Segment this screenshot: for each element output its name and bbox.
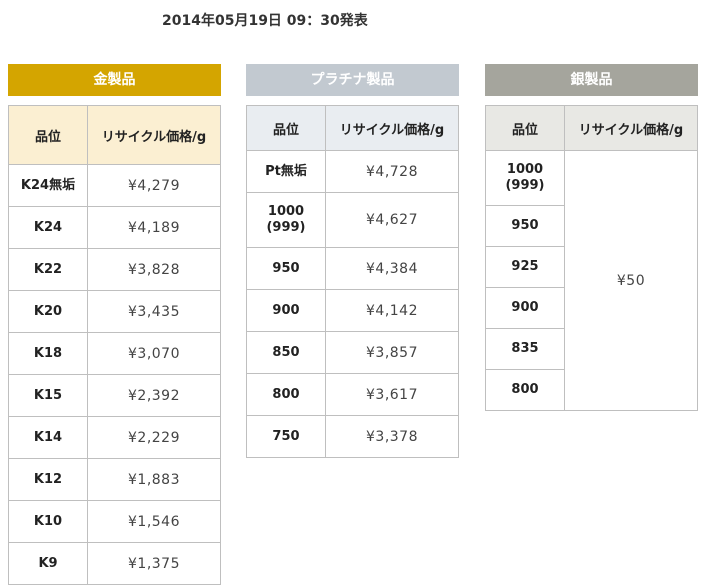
silver-grade-cell: 800 — [485, 369, 565, 411]
platinum-table-row: 800 ¥3,617 — [246, 373, 459, 416]
silver-price-column-header: リサイクル価格/g — [564, 105, 698, 151]
platinum-table-header-row: 品位 リサイクル価格/g — [246, 105, 459, 151]
gold-price-table: 品位 リサイクル価格/g K24無垢 ¥4,279 K24 ¥4,189 K22 ¥3,8… — [8, 105, 221, 585]
gold-price-cell: ¥2,392 — [87, 374, 221, 417]
gold-price-cell: ¥3,828 — [87, 248, 221, 291]
silver-grade-cell: 925 — [485, 246, 565, 288]
gold-grade-cell: K12 — [8, 458, 88, 501]
gold-header: 金製品 — [8, 64, 221, 96]
platinum-price-cell: ¥3,857 — [325, 331, 459, 374]
silver-table-row: 1000 (999) ¥50 — [485, 150, 698, 411]
silver-table-row: 800 — [485, 369, 698, 411]
gold-grade-cell: K9 — [8, 542, 88, 585]
silver-grade-column-header: 品位 — [485, 105, 565, 151]
gold-price-cell: ¥4,189 — [87, 206, 221, 249]
gold-grade-cell: K14 — [8, 416, 88, 459]
gold-grade-cell: K10 — [8, 500, 88, 543]
gold-price-cell: ¥1,375 — [87, 542, 221, 585]
silver-price-cell: ¥50 — [564, 150, 698, 411]
platinum-table-row: 850 ¥3,857 — [246, 331, 459, 374]
platinum-price-column-header: リサイクル価格/g — [325, 105, 459, 151]
gold-table-row: K18 ¥3,070 — [8, 332, 221, 375]
platinum-grade-cell: 800 — [246, 373, 326, 416]
platinum-price-cell: ¥4,728 — [325, 150, 459, 193]
announcement-date: 2014年05月19日 09：30発表 — [162, 13, 368, 29]
gold-table-row: K24無垢 ¥4,279 — [8, 164, 221, 207]
gold-price-cell: ¥3,070 — [87, 332, 221, 375]
gold-price-cell: ¥2,229 — [87, 416, 221, 459]
platinum-price-cell: ¥4,142 — [325, 289, 459, 332]
platinum-header: プラチナ製品 — [246, 64, 459, 96]
gold-table-row: K12 ¥1,883 — [8, 458, 221, 501]
silver-panel: 銀製品 品位 リサイクル価格/g 1000 (999) ¥50 950 925 900 83… — [485, 64, 698, 411]
gold-grade-column-header: 品位 — [8, 105, 88, 165]
gold-grade-cell: K24無垢 — [8, 164, 88, 207]
silver-table-row: 925 — [485, 246, 698, 288]
platinum-grade-cell: 950 — [246, 247, 326, 290]
gold-table-row: K14 ¥2,229 — [8, 416, 221, 459]
platinum-grade-cell: Pt無垢 — [246, 150, 326, 193]
gold-table-row: K22 ¥3,828 — [8, 248, 221, 291]
platinum-price-cell: ¥3,378 — [325, 415, 459, 458]
platinum-grade-cell: 750 — [246, 415, 326, 458]
silver-price-table: 品位 リサイクル価格/g 1000 (999) ¥50 950 925 900 835 800 — [485, 105, 698, 411]
gold-grade-cell: K22 — [8, 248, 88, 291]
silver-table-row: 835 — [485, 328, 698, 370]
platinum-table-row: Pt無垢 ¥4,728 — [246, 150, 459, 193]
platinum-price-cell: ¥3,617 — [325, 373, 459, 416]
gold-table-row: K9 ¥1,375 — [8, 542, 221, 585]
gold-grade-cell: K15 — [8, 374, 88, 417]
platinum-grade-cell: 1000 (999) — [246, 192, 326, 248]
platinum-grade-column-header: 品位 — [246, 105, 326, 151]
silver-grade-cell: 1000 (999) — [485, 150, 565, 206]
platinum-table-row: 1000 (999) ¥4,627 — [246, 192, 459, 248]
platinum-price-cell: ¥4,384 — [325, 247, 459, 290]
gold-table-row: K24 ¥4,189 — [8, 206, 221, 249]
silver-table-row: 950 — [485, 205, 698, 247]
gold-price-cell: ¥3,435 — [87, 290, 221, 333]
silver-table-header-row: 品位 リサイクル価格/g — [485, 105, 698, 151]
silver-grade-cell: 900 — [485, 287, 565, 329]
gold-price-cell: ¥1,546 — [87, 500, 221, 543]
gold-grade-cell: K24 — [8, 206, 88, 249]
silver-grade-cell: 835 — [485, 328, 565, 370]
platinum-price-cell: ¥4,627 — [325, 192, 459, 248]
platinum-table-row: 900 ¥4,142 — [246, 289, 459, 332]
gold-panel: 金製品 品位 リサイクル価格/g K24無垢 ¥4,279 K24 ¥4,189 K22… — [8, 64, 221, 585]
gold-table-row: K15 ¥2,392 — [8, 374, 221, 417]
gold-grade-cell: K20 — [8, 290, 88, 333]
platinum-table-row: 750 ¥3,378 — [246, 415, 459, 458]
platinum-table-row: 950 ¥4,384 — [246, 247, 459, 290]
gold-price-column-header: リサイクル価格/g — [87, 105, 221, 165]
gold-price-cell: ¥4,279 — [87, 164, 221, 207]
platinum-price-table: 品位 リサイクル価格/g Pt無垢 ¥4,728 1000 (999) ¥4,627 95… — [246, 105, 459, 458]
gold-table-row: K10 ¥1,546 — [8, 500, 221, 543]
gold-table-row: K20 ¥3,435 — [8, 290, 221, 333]
silver-header: 銀製品 — [485, 64, 698, 96]
platinum-grade-cell: 850 — [246, 331, 326, 374]
platinum-panel: プラチナ製品 品位 リサイクル価格/g Pt無垢 ¥4,728 1000 (999) ¥… — [246, 64, 459, 458]
gold-price-cell: ¥1,883 — [87, 458, 221, 501]
platinum-grade-cell: 900 — [246, 289, 326, 332]
gold-grade-cell: K18 — [8, 332, 88, 375]
silver-grade-cell: 950 — [485, 205, 565, 247]
gold-table-header-row: 品位 リサイクル価格/g — [8, 105, 221, 165]
